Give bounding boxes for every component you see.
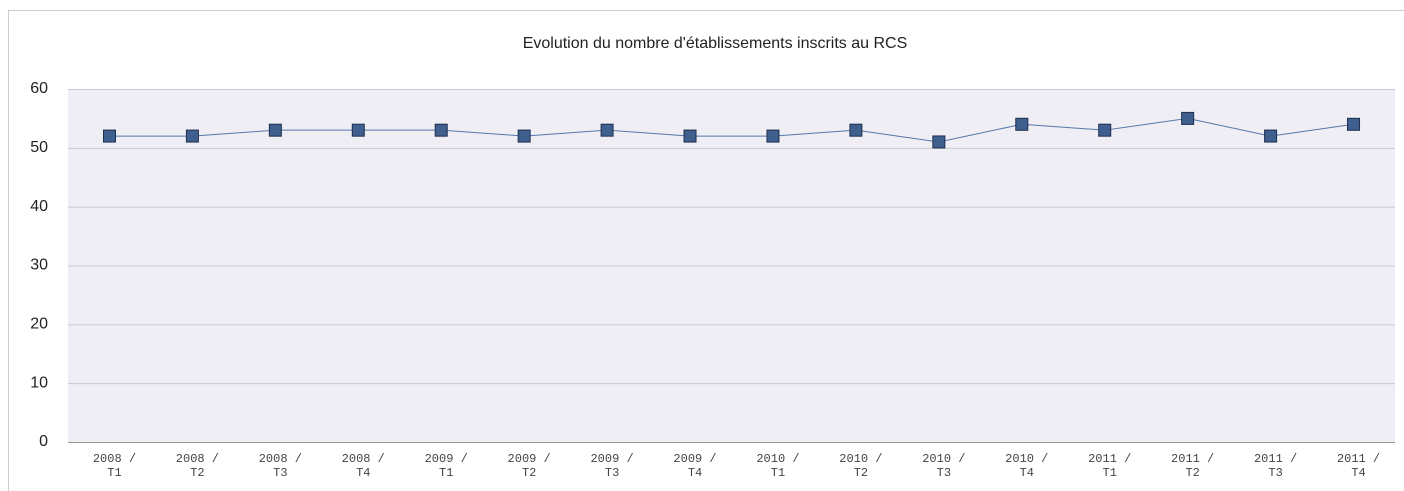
marker: [102, 129, 116, 143]
x-tick-label: 2011 / T3: [1253, 452, 1298, 480]
x-tick-label: 2009 / T3: [590, 452, 634, 480]
x-tick-label: 2008 / T3: [258, 452, 302, 480]
x-tick-label: 2009 / T4: [673, 452, 717, 480]
frame: [8, 10, 1404, 491]
x-tick-label: 2008 / T1: [92, 452, 137, 480]
marker: [1015, 117, 1029, 131]
marker: [1181, 111, 1195, 125]
x-tick-label: 2010 / T3: [922, 452, 966, 480]
x-tick-label: 2009 / T1: [424, 452, 468, 480]
marker: [1347, 117, 1361, 131]
x-tick-label: 2011 / T2: [1171, 452, 1215, 480]
x-tick-label: 2010 / T1: [756, 452, 800, 480]
marker: [268, 123, 282, 137]
x-tick-label: 2010 / T4: [1005, 452, 1049, 480]
marker: [1098, 123, 1112, 137]
marker: [517, 129, 531, 143]
y-tick-label: 60: [30, 80, 48, 97]
y-tick-label: 20: [30, 316, 48, 333]
y-tick-label: 40: [30, 198, 48, 215]
marker: [351, 123, 365, 137]
x-tick-label: 2011 / T4: [1336, 452, 1381, 480]
x-tick-label: 2010 / T2: [839, 452, 883, 480]
marker: [932, 135, 946, 149]
marker: [683, 129, 697, 143]
y-tick-label: 0: [39, 433, 48, 450]
x-tick-label: 2009 / T2: [507, 452, 551, 480]
marker: [600, 123, 614, 137]
marker: [185, 129, 199, 143]
marker: [849, 123, 863, 137]
series-line: [109, 117, 1354, 143]
y-tick-label: 10: [30, 374, 48, 391]
y-tick-label: 30: [30, 257, 48, 274]
marker: [1264, 129, 1278, 143]
marker: [434, 123, 448, 137]
chart-title: Evolution du nombre d'établissements ins…: [523, 35, 908, 52]
x-tick-label: 2008 / T2: [175, 452, 220, 480]
y-tick-label: 50: [30, 139, 48, 156]
marker: [766, 129, 780, 143]
x-tick-label: 2008 / T4: [341, 452, 385, 480]
x-tick-label: 2011 / T1: [1088, 452, 1132, 480]
